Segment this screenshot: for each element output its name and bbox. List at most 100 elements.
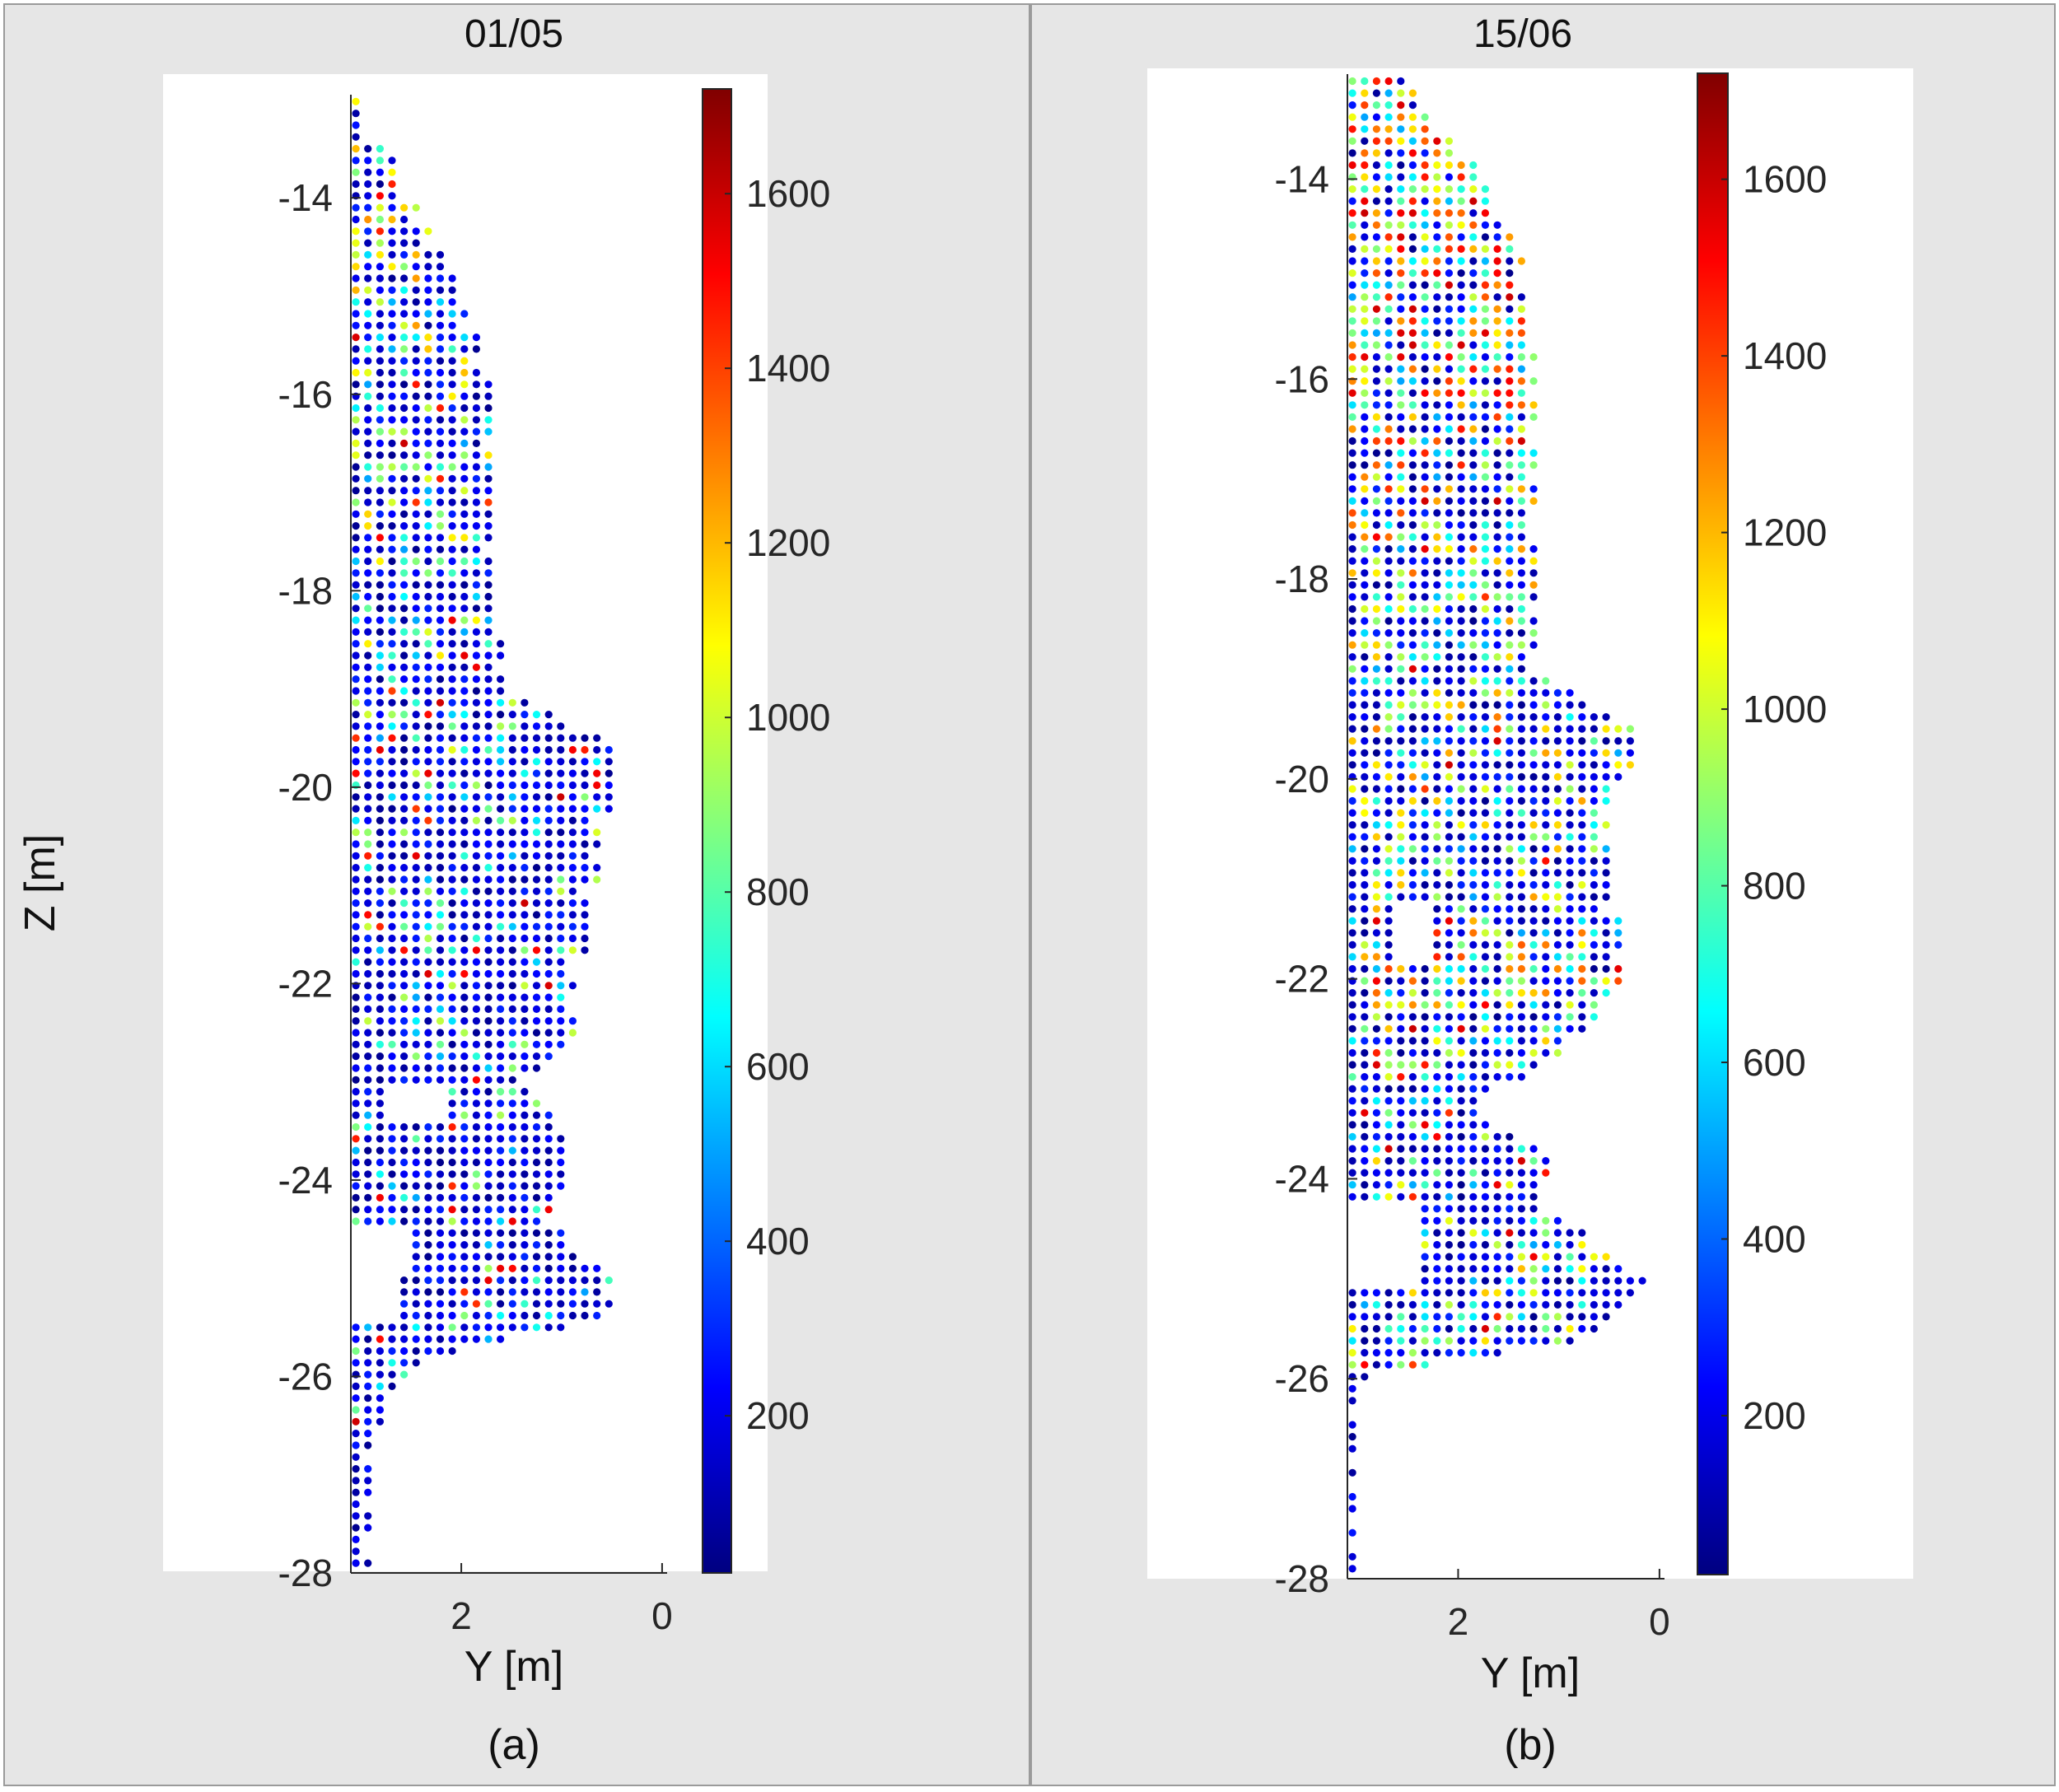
data-point [412,592,420,601]
data-point [436,427,445,436]
data-point [376,274,384,282]
data-point [400,687,409,695]
data-point [568,934,577,943]
data-point [400,1323,409,1332]
data-point [1372,581,1380,589]
data-point [412,1029,420,1037]
data-point [1421,317,1429,325]
data-point [388,534,396,542]
data-point [436,1158,445,1167]
data-point [364,1370,372,1379]
data-point [1408,89,1417,97]
data-point [1481,772,1489,782]
data-point [424,781,432,790]
data-point [544,899,553,908]
data-point [1457,833,1465,841]
data-point [1421,185,1429,194]
data-point [1517,653,1525,661]
data-point [1384,688,1393,698]
y-axis-label: Z [m] [16,834,64,931]
data-point [1421,509,1429,517]
data-point [400,1005,409,1013]
data-point [1408,305,1417,313]
data-point [436,864,445,872]
data-point [352,911,360,919]
data-point [497,734,505,742]
data-point [1421,436,1429,446]
data-point [568,852,577,860]
data-point [460,1288,469,1296]
data-point [376,498,384,506]
data-point [472,510,481,518]
data-point [1493,809,1501,817]
data-point [388,463,396,471]
data-point [376,1417,384,1426]
data-point [472,439,481,448]
data-point [1361,977,1369,985]
data-point [364,711,372,719]
data-point [460,392,469,400]
data-point [400,581,409,589]
data-point [1397,1061,1405,1069]
data-point [388,545,396,553]
data-point [1445,149,1453,157]
data-point [1517,701,1525,709]
data-point [1578,880,1586,889]
data-point [424,616,432,624]
data-point [484,1288,493,1296]
data-point [1566,796,1574,805]
data-point [1433,772,1441,782]
data-point [1397,137,1405,145]
data-point [1361,173,1369,181]
data-point [1493,713,1501,721]
data-point [484,628,493,637]
data-point [484,1264,493,1272]
data-point [460,1241,469,1249]
data-point [472,1064,481,1072]
data-point [448,1135,456,1143]
data-point [1457,749,1465,757]
data-point [376,380,384,389]
data-point [484,1111,493,1119]
data-point [460,1017,469,1025]
data-point [484,840,493,848]
data-point [1397,89,1405,97]
data-point [1517,796,1525,805]
data-point [448,663,456,671]
data-point [388,805,396,813]
data-point [376,758,384,766]
data-point [472,1076,481,1084]
data-point [448,380,456,389]
data-point [364,1017,372,1025]
data-point [1506,869,1514,877]
data-point [1433,1037,1441,1045]
data-point [1506,1289,1514,1297]
data-point [1529,725,1538,733]
data-point [352,640,360,648]
data-point [1408,1132,1417,1141]
data-point [1445,1048,1453,1057]
data-point [1372,1313,1380,1321]
data-point [1481,629,1489,637]
data-point [388,1122,396,1132]
data-point [1408,1048,1417,1057]
data-point [484,1005,493,1013]
data-point [521,698,529,707]
y-tick-label: -20 [1275,758,1329,800]
data-point [1493,940,1501,949]
data-point [352,110,360,118]
data-point [1408,701,1417,709]
data-point [1445,1289,1453,1297]
data-point [1421,497,1429,506]
data-point [1361,809,1369,817]
data-point [1372,1192,1380,1201]
data-point [1566,1289,1574,1297]
data-point [436,1276,445,1285]
data-point [1457,869,1465,877]
data-point [460,487,469,495]
data-point [1372,1108,1380,1117]
data-point [1542,785,1550,793]
data-point [1542,677,1550,685]
data-point [1517,629,1525,637]
data-point [1493,653,1501,661]
